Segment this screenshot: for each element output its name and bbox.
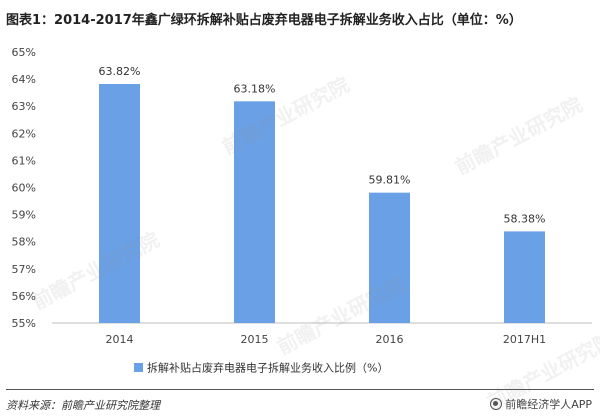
legend-label: 拆解补贴占废弃电器电子拆解业务收入比例（%） bbox=[147, 361, 388, 375]
legend-swatch bbox=[134, 363, 143, 372]
bar bbox=[504, 231, 545, 323]
y-tick-label: 59% bbox=[12, 209, 36, 222]
data-label: 59.81% bbox=[369, 174, 411, 187]
brand-logo-icon bbox=[490, 398, 503, 410]
brand-label: 前瞻经济学人APP bbox=[505, 398, 592, 411]
data-label: 63.18% bbox=[234, 82, 276, 95]
y-tick-label: 55% bbox=[12, 317, 36, 330]
x-tick-label: 2014 bbox=[106, 333, 134, 346]
x-tick-label: 2015 bbox=[241, 333, 269, 346]
y-tick-label: 65% bbox=[12, 46, 36, 59]
data-label: 58.38% bbox=[504, 212, 546, 225]
y-tick-label: 61% bbox=[12, 154, 36, 167]
bars-layer bbox=[99, 83, 545, 324]
legend: 拆解补贴占废弃电器电子拆解业务收入比例（%） bbox=[134, 361, 388, 375]
x-tick-label: 2017H1 bbox=[503, 333, 546, 346]
labels-layer: 63.82% 2014 63.18% 2015 59.81% 2016 58.38% 2017… bbox=[99, 65, 547, 346]
y-tick-label: 58% bbox=[12, 236, 36, 249]
source-note: 资料来源：前瞻产业研究院整理 bbox=[6, 399, 160, 412]
y-tick-label: 64% bbox=[12, 73, 36, 86]
data-label: 63.82% bbox=[99, 65, 141, 78]
bar bbox=[369, 192, 410, 323]
y-tick-label: 56% bbox=[12, 290, 36, 303]
x-tick-label: 2016 bbox=[376, 333, 404, 346]
axes-layer: 55% 56% 57% 58% 59% 60% 61% 62% 63% 64% 65% bbox=[12, 46, 592, 330]
y-tick-label: 60% bbox=[12, 182, 36, 195]
y-tick-label: 57% bbox=[12, 263, 36, 276]
bar bbox=[234, 101, 275, 324]
bar bbox=[99, 83, 140, 323]
brand-mark: 前瞻经济学人APP bbox=[490, 396, 592, 412]
y-tick-label: 62% bbox=[12, 127, 36, 140]
y-tick-label: 63% bbox=[12, 100, 36, 113]
chart-title: 图表1：2014-2017年鑫广绿环拆解补贴占废弃电器电子拆解业务收入占比（单位… bbox=[6, 13, 522, 28]
footer-divider bbox=[6, 389, 594, 390]
